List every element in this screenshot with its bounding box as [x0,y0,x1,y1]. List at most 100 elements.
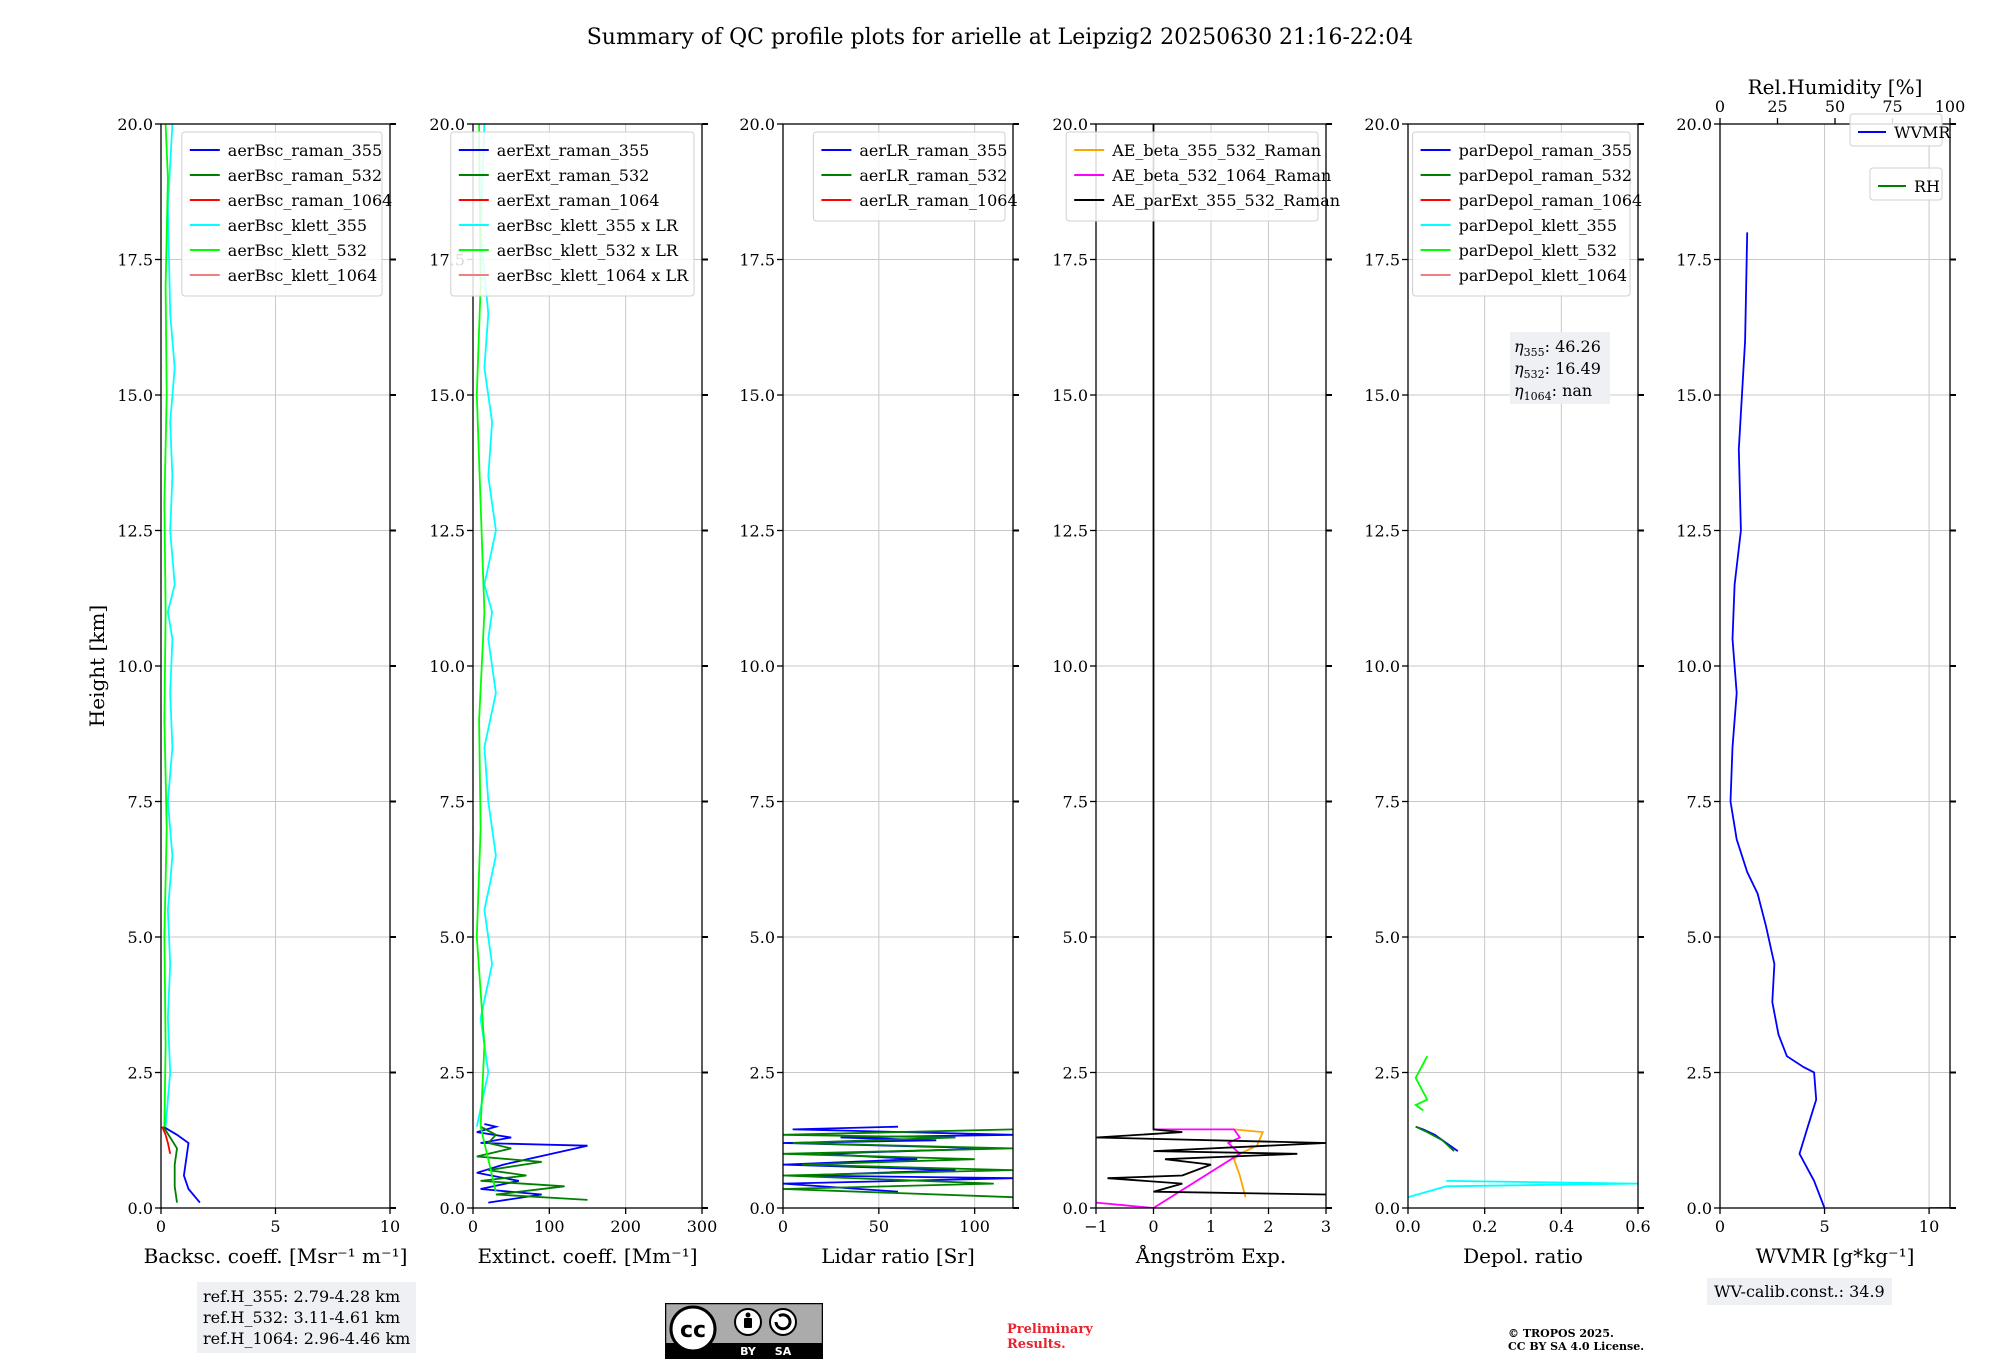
y-tick-label: 20.0 [739,115,775,134]
sa-label: SA [775,1345,792,1358]
copyright-note: © TROPOS 2025. CC BY SA 4.0 License. [1508,1327,1644,1353]
x-tick-label: 300 [687,1217,718,1236]
legend-label: parDepol_klett_355 [1459,216,1617,235]
legend-label: RH [1914,177,1940,196]
x-tick-label: 0.4 [1549,1217,1574,1236]
legend-label: aerBsc_klett_532 x LR [497,241,679,260]
legend-label: aerBsc_klett_1064 x LR [497,266,689,285]
y-tick-label: 7.5 [128,793,153,812]
x-axis-label: Lidar ratio [Sr] [821,1244,975,1268]
x-tick-label: 10 [380,1217,400,1236]
legend-label: parDepol_raman_532 [1459,166,1632,185]
y-tick-label: 0.0 [1375,1199,1400,1218]
y-tick-label: 7.5 [750,793,775,812]
preliminary-line-2: Results. [1007,1337,1093,1352]
y-tick-label: 2.5 [1063,1064,1088,1083]
copyright-line-1: © TROPOS 2025. [1508,1327,1644,1340]
cc-logo-text: cc [680,1318,706,1343]
y-tick-label: 7.5 [1063,793,1088,812]
series-group [1408,1056,1638,1197]
ref-line-355: ref.H_355: 2.79-4.28 km [203,1286,410,1307]
y-tick-label: 0.0 [440,1199,465,1218]
preliminary-note: Preliminary Results. [1007,1322,1093,1352]
y-tick-label: 20.0 [1676,115,1712,134]
legend-label: aerBsc_raman_1064 [228,191,393,210]
series-parDepol_klett_355 [1408,1181,1638,1197]
series-aerLR_raman_532 [783,1129,1013,1197]
y-tick-label: 2.5 [750,1064,775,1083]
y-tick-label: 2.5 [128,1064,153,1083]
series-WVMR [1731,232,1825,1208]
y-tick-label: 7.5 [1375,793,1400,812]
y-tick-label: 15.0 [1052,386,1088,405]
x-tick-label: 0 [156,1217,166,1236]
series-aerBsc_klett_532 [164,124,168,1127]
x-tick-label: 3 [1321,1217,1331,1236]
y-tick-label: 12.5 [117,522,153,541]
legend-label: aerLR_raman_532 [859,166,1007,185]
x-tick-label: 100 [534,1217,565,1236]
x-tick-label: 0.0 [1395,1217,1420,1236]
y-tick-label: 15.0 [117,386,153,405]
x-tick-label: 200 [610,1217,641,1236]
annotation-subscript: 355 [1524,346,1545,359]
legend-label: aerBsc_klett_355 x LR [497,216,679,235]
legend-label: aerBsc_klett_532 [228,241,367,260]
y-tick-label: 0.0 [1687,1199,1712,1218]
copyright-line-2: CC BY SA 4.0 License. [1508,1340,1644,1353]
y-tick-label: 12.5 [1676,522,1712,541]
y-tick-label: 15.0 [1676,386,1712,405]
annotation-subscript: 532 [1524,368,1545,381]
top-x-tick-label: 0 [1715,97,1725,116]
legend-label: aerExt_raman_355 [497,141,650,160]
y-axis-label: Height [km] [85,605,109,727]
annotation-symbol: η [1514,337,1524,356]
by-label: BY [740,1345,757,1358]
y-tick-label: 17.5 [739,251,775,270]
y-tick-label: 12.5 [1364,522,1400,541]
x-tick-label: 0 [778,1217,788,1236]
y-tick-label: 17.5 [117,251,153,270]
y-tick-label: 12.5 [739,522,775,541]
annotation-value: : 16.49 [1545,359,1601,378]
series-aerBsc_raman_355 [163,1127,200,1203]
x-tick-label: 0.6 [1625,1217,1650,1236]
legend-label: aerLR_raman_1064 [859,191,1017,210]
y-tick-label: 17.5 [1676,251,1712,270]
wv-calibration-label: WV-calib.const.: 34.9 [1714,1282,1885,1301]
legend-label: aerExt_raman_1064 [497,191,660,210]
y-tick-label: 5.0 [1375,928,1400,947]
legend-label: aerBsc_klett_1064 [228,266,377,285]
x-tick-label: 10 [1919,1217,1939,1236]
legend-label: parDepol_klett_1064 [1459,266,1628,285]
x-tick-label: 0 [468,1217,478,1236]
y-tick-label: 20.0 [1364,115,1400,134]
y-tick-label: 20.0 [429,115,465,134]
y-tick-label: 10.0 [1052,657,1088,676]
series-aerBsc_klett_355 [166,124,175,1127]
y-tick-label: 0.0 [750,1199,775,1218]
y-tick-label: 10.0 [1364,657,1400,676]
chart-title: Summary of QC profile plots for arielle … [587,25,1414,50]
y-tick-label: 5.0 [440,928,465,947]
top-x-tick-label: 75 [1882,97,1902,116]
legend-label: aerBsc_raman_532 [228,166,382,185]
cc-license-badge: cc BY SA [665,1303,823,1359]
annotation-symbol: η [1514,381,1524,400]
series-RH [1929,747,2000,1208]
y-tick-label: 5.0 [1063,928,1088,947]
wv-calibration-box: WV-calib.const.: 34.9 [1707,1278,1892,1305]
x-tick-label: −1 [1084,1217,1108,1236]
x-tick-label: 0.2 [1472,1217,1497,1236]
series-group [1731,232,2000,1208]
x-tick-label: 5 [270,1217,280,1236]
y-tick-label: 20.0 [1052,115,1088,134]
y-tick-label: 0.0 [1063,1199,1088,1218]
top-x-axis-label: Rel.Humidity [%] [1748,75,1923,99]
